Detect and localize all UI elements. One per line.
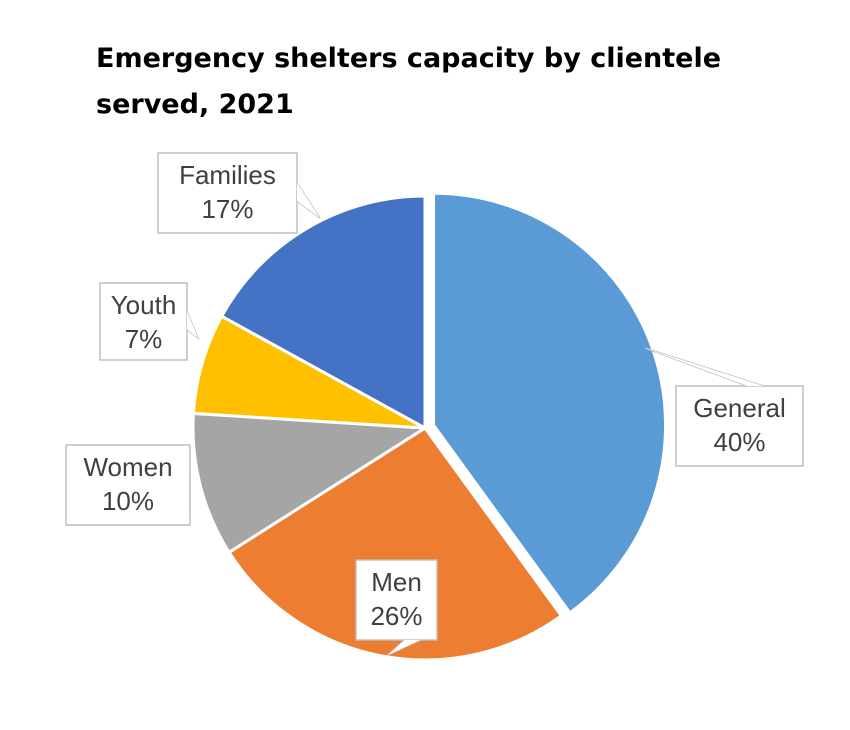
value-label: 7%: [125, 324, 163, 354]
value-label: 40%: [713, 427, 765, 457]
value-label: 10%: [102, 486, 154, 516]
category-label: Families: [179, 160, 276, 190]
label-pointer-cover: [388, 640, 421, 655]
label-pointer-cover: [297, 183, 320, 218]
category-label: General: [693, 393, 786, 423]
label-box: [65, 444, 191, 526]
category-label: Men: [371, 567, 422, 597]
chart-title: Emergency shelters capacity by clientele…: [96, 43, 722, 120]
data-label: General 40%: [644, 347, 804, 467]
label-box: [99, 282, 188, 361]
label-pointer-cover: [187, 311, 198, 338]
data-label: Families 17%: [157, 152, 321, 234]
label-box: [355, 559, 438, 641]
data-label: Youth 7%: [99, 282, 200, 361]
value-label: 26%: [370, 601, 422, 631]
label-box: [157, 152, 298, 234]
category-label: Women: [83, 452, 172, 482]
value-label: 17%: [201, 194, 253, 224]
pie-slice: [191, 411, 430, 555]
pie-slice: [432, 191, 668, 616]
pie-slice: [227, 425, 564, 662]
label-box: [675, 385, 804, 467]
data-label: Women 10%: [65, 444, 191, 526]
data-label: Men 26%: [355, 559, 438, 656]
pie-slice: [191, 314, 426, 430]
label-pointer-cover: [645, 348, 764, 386]
pie-slice: [219, 194, 427, 431]
category-label: Youth: [111, 290, 177, 320]
